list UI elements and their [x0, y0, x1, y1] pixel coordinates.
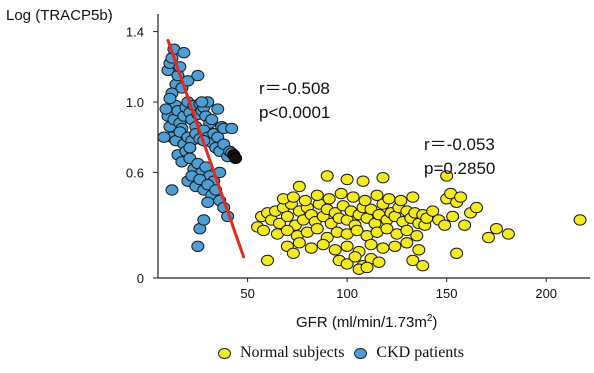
normal-point [426, 205, 440, 217]
normal-p-value: p=0.2850 [424, 159, 496, 178]
x-axis-label: GFR (ml/min/1.73m2) [296, 313, 438, 331]
normal-point [340, 173, 354, 186]
normal-point [412, 244, 426, 256]
normal-point [346, 191, 360, 203]
normal-point [400, 224, 414, 237]
normal-point [304, 242, 318, 254]
normal-point [380, 223, 394, 235]
normal-point [260, 254, 274, 267]
normal-point [310, 189, 324, 201]
ckd-point [159, 103, 173, 115]
x-tick-label: 100 [336, 286, 358, 301]
normal-point [382, 193, 396, 205]
normal-point [334, 187, 348, 200]
normal-point [446, 210, 460, 223]
normal-point [286, 191, 300, 203]
ckd-point [211, 103, 225, 115]
x-tick-label: 50 [240, 286, 254, 301]
normal-point [322, 193, 336, 205]
ckd-point [225, 122, 239, 135]
ckd-point [191, 69, 205, 82]
normal-point [310, 223, 324, 235]
normal-point [316, 238, 330, 251]
y-tick-label: 1.4 [126, 25, 144, 40]
normal-point [458, 219, 472, 231]
normal-point [406, 191, 420, 203]
normal-point [400, 237, 414, 249]
normal-point [440, 170, 454, 182]
normal-point [348, 251, 362, 263]
y-axis-label: Log (TRACP5b) [6, 7, 113, 24]
normal-point [340, 258, 354, 270]
x-tick-label: 200 [535, 286, 557, 301]
x-tick-label: 150 [436, 286, 458, 301]
legend-label-normal: Normal subjects [240, 344, 345, 361]
ckd-r-value: r＝-0.508 [259, 79, 330, 98]
normal-point [320, 170, 334, 182]
ckd-point [197, 214, 211, 226]
normal-point [376, 171, 390, 184]
normal-point [358, 194, 372, 207]
normal-point [394, 194, 408, 207]
y-tick-label: 0.6 [126, 165, 144, 180]
normal-point [470, 201, 484, 214]
normal-point [406, 254, 420, 267]
ckd-point [183, 142, 197, 154]
normal-point [257, 224, 271, 237]
normal-point [438, 219, 452, 231]
ckd-point [177, 47, 191, 59]
normal-point [573, 214, 587, 226]
ckd-point [201, 196, 215, 209]
normal-correlation-annotation: r＝-0.053 p=0.2850 [424, 133, 495, 181]
legend-marker-ckd [354, 347, 368, 359]
normal-point [328, 244, 342, 256]
normal-point [292, 180, 306, 193]
normal-point [340, 240, 354, 253]
y-tick-label: 0 [137, 271, 144, 286]
normal-point [356, 175, 370, 187]
normal-point [416, 259, 430, 272]
ckd-regression-line [166, 38, 246, 259]
chart-legend: Normal subjects CKD patients [218, 344, 474, 362]
ckd-point [195, 96, 209, 108]
ckd-p-value: p<0.0001 [259, 103, 331, 122]
normal-point [376, 242, 390, 254]
ckd-outlier-point [229, 152, 243, 165]
ckd-point [163, 92, 177, 105]
normal-point [489, 223, 503, 235]
normal-point [501, 228, 515, 240]
normal-point [280, 224, 294, 237]
normal-point [454, 191, 468, 203]
ckd-point [205, 113, 219, 126]
normal-point [370, 189, 384, 201]
ckd-point [157, 131, 171, 143]
normal-point [450, 247, 464, 260]
legend-item-ckd: CKD patients [354, 344, 464, 362]
normal-r-value: r＝-0.053 [424, 135, 495, 154]
normal-point [481, 231, 495, 244]
normal-point [280, 210, 294, 223]
normal-point [350, 224, 364, 237]
legend-marker-normal [218, 347, 231, 359]
normal-point [292, 237, 306, 249]
ckd-correlation-annotation: r＝-0.508 p<0.0001 [259, 77, 330, 125]
y-tick-label: 1.0 [126, 95, 144, 110]
normal-point [298, 194, 312, 207]
legend-label-ckd: CKD patients [376, 344, 464, 361]
ckd-point [165, 184, 179, 196]
ckd-point [191, 240, 205, 253]
normal-point [360, 261, 374, 274]
normal-point [286, 247, 300, 260]
normal-point [410, 230, 424, 242]
normal-point [388, 240, 402, 253]
normal-point [364, 238, 378, 251]
normal-point [372, 256, 386, 268]
legend-item-normal: Normal subjects [218, 344, 344, 362]
